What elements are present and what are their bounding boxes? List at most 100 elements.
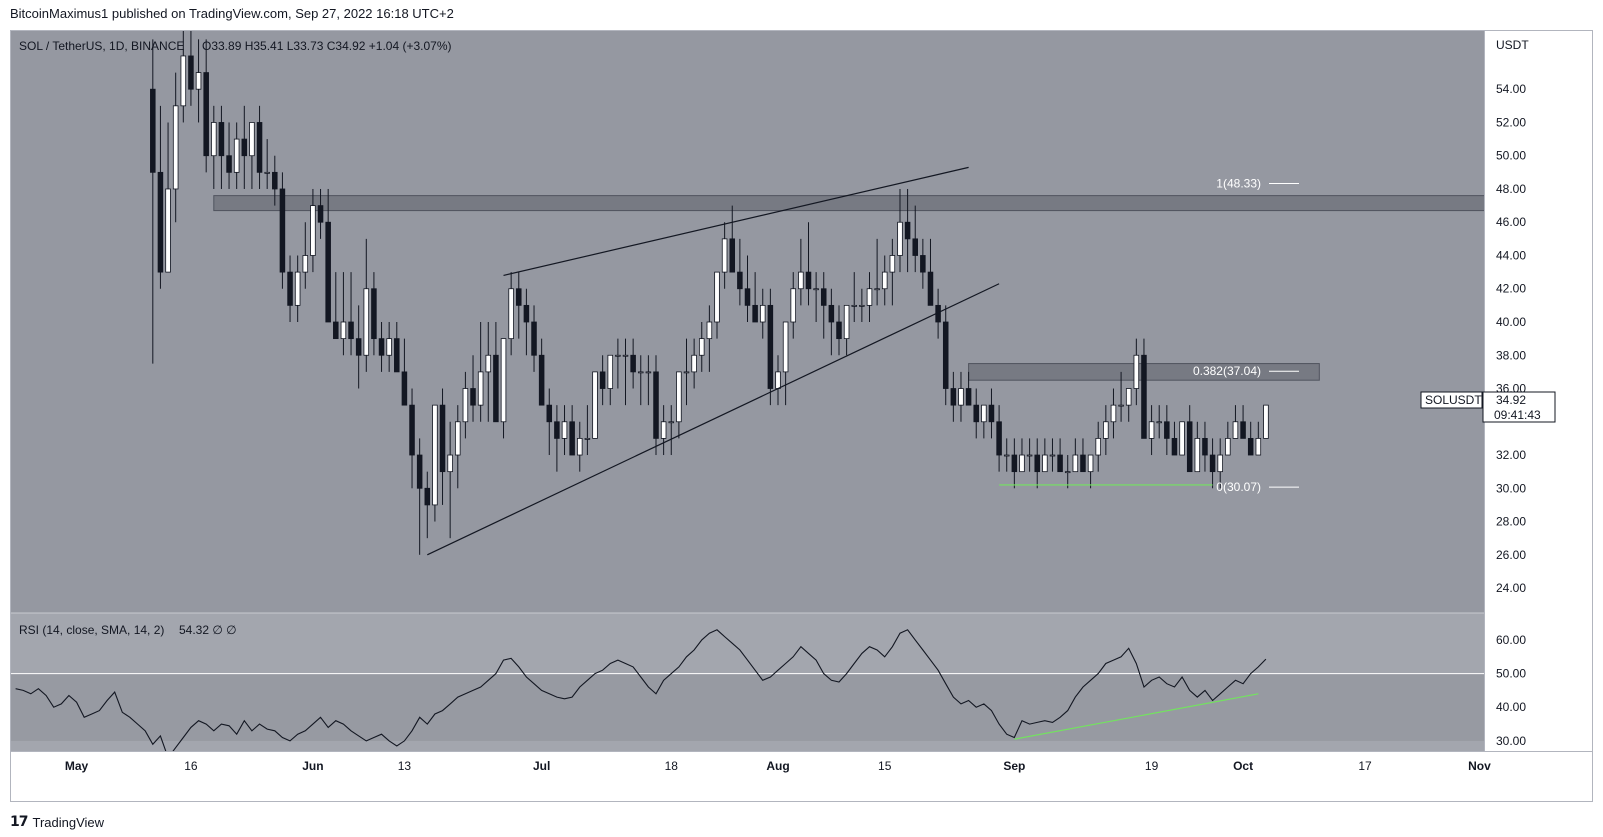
candle-body <box>180 55 187 107</box>
candle <box>1240 405 1246 439</box>
candle <box>386 322 392 372</box>
candle <box>660 405 667 456</box>
candle-body <box>1019 454 1025 473</box>
candle-body <box>1125 388 1132 406</box>
chart-frame[interactable]: 1(48.33) 0.382(37.04) 0(30.07) 54.00 52.00 5… <box>10 30 1593 802</box>
candle <box>668 405 675 456</box>
candle <box>592 371 598 439</box>
rsi-indicator <box>11 629 1484 751</box>
candle-body <box>912 238 918 256</box>
candle <box>859 288 865 322</box>
candle <box>287 255 293 322</box>
candle <box>264 139 270 189</box>
candle-body <box>782 321 789 373</box>
time-tick-label: May <box>65 759 89 773</box>
rsi-band <box>11 673 1484 741</box>
candle <box>958 371 964 422</box>
candle-body <box>676 371 682 423</box>
time-tick-label: 17 <box>1358 759 1372 773</box>
candle-body <box>455 421 461 456</box>
rsi-divergence-line <box>1014 693 1259 740</box>
candle <box>470 355 476 422</box>
candle <box>1049 438 1056 472</box>
rsi-label: RSI (14, close, SMA, 14, 2) <box>19 623 164 637</box>
candle <box>630 338 636 389</box>
candle-body <box>1103 421 1109 439</box>
candle <box>1194 421 1201 473</box>
candle <box>1141 338 1147 439</box>
candle <box>729 205 736 273</box>
candle-body <box>1003 454 1010 457</box>
candle <box>721 222 728 289</box>
candle <box>378 322 385 372</box>
candle <box>188 31 194 106</box>
candle-body <box>1133 354 1140 389</box>
candle-body <box>432 404 438 506</box>
candle <box>851 272 858 322</box>
candle <box>1087 454 1094 489</box>
candle <box>416 438 423 555</box>
candle-body <box>1110 404 1117 423</box>
candle-body <box>1171 437 1178 456</box>
candle-body <box>866 288 873 306</box>
candle-body <box>660 421 667 439</box>
fib-label-0: 1(48.33) <box>1216 176 1261 190</box>
rsi-tick-label: 30.00 <box>1496 734 1526 748</box>
candle <box>355 305 362 389</box>
candle <box>218 105 225 189</box>
candle-body <box>988 404 995 423</box>
candle <box>195 39 202 123</box>
time-tick-label: 16 <box>184 759 198 773</box>
candle-body <box>1080 454 1086 473</box>
price-tick-label: 30.00 <box>1496 481 1526 495</box>
candle-body <box>485 354 492 373</box>
candle <box>394 322 400 373</box>
candle <box>881 255 888 306</box>
candle <box>836 305 842 356</box>
trendlines <box>427 166 1213 556</box>
candle <box>523 288 530 356</box>
candle-body <box>836 321 842 340</box>
candle <box>150 39 156 364</box>
footer-brand: TradingView <box>32 814 105 830</box>
candle-body <box>592 371 598 439</box>
time-tick-label: 13 <box>398 759 412 773</box>
candle-body <box>516 288 522 306</box>
candle-body <box>355 338 362 356</box>
price-tick-label: 52.00 <box>1496 115 1526 129</box>
candle-body <box>1263 404 1269 439</box>
candle <box>401 338 408 406</box>
candle-body <box>828 304 835 323</box>
candle-body <box>1034 454 1040 473</box>
candle <box>843 304 850 356</box>
candle <box>676 371 682 439</box>
price-axis-bg <box>1484 31 1592 751</box>
candlestick-chart[interactable]: 1(48.33) 0.382(37.04) 0(30.07) 54.00 52.00 5… <box>11 31 1592 801</box>
candle-body <box>1042 454 1048 473</box>
price-tick-label: 46.00 <box>1496 215 1526 229</box>
candle-body <box>729 238 736 273</box>
candle <box>1263 404 1269 439</box>
candle <box>683 338 690 406</box>
candle <box>493 322 499 423</box>
candle <box>1247 421 1254 456</box>
candle <box>584 405 591 456</box>
candle-body <box>188 55 194 90</box>
time-tick-label: 18 <box>665 759 679 773</box>
candle-body <box>981 404 987 423</box>
candle <box>981 404 987 439</box>
price-tick-label: 50.00 <box>1496 149 1526 163</box>
candle-body <box>272 171 278 190</box>
candle <box>1125 388 1132 422</box>
candle <box>798 238 804 306</box>
candle-body <box>1011 454 1018 473</box>
candle <box>759 288 766 339</box>
candle <box>1186 405 1193 473</box>
candle-body <box>508 288 514 340</box>
candle <box>691 338 697 389</box>
candle-body <box>630 354 636 373</box>
candle <box>965 371 972 406</box>
candle <box>599 355 606 406</box>
price-tick-label: 44.00 <box>1496 248 1526 262</box>
candle-body <box>546 404 553 423</box>
